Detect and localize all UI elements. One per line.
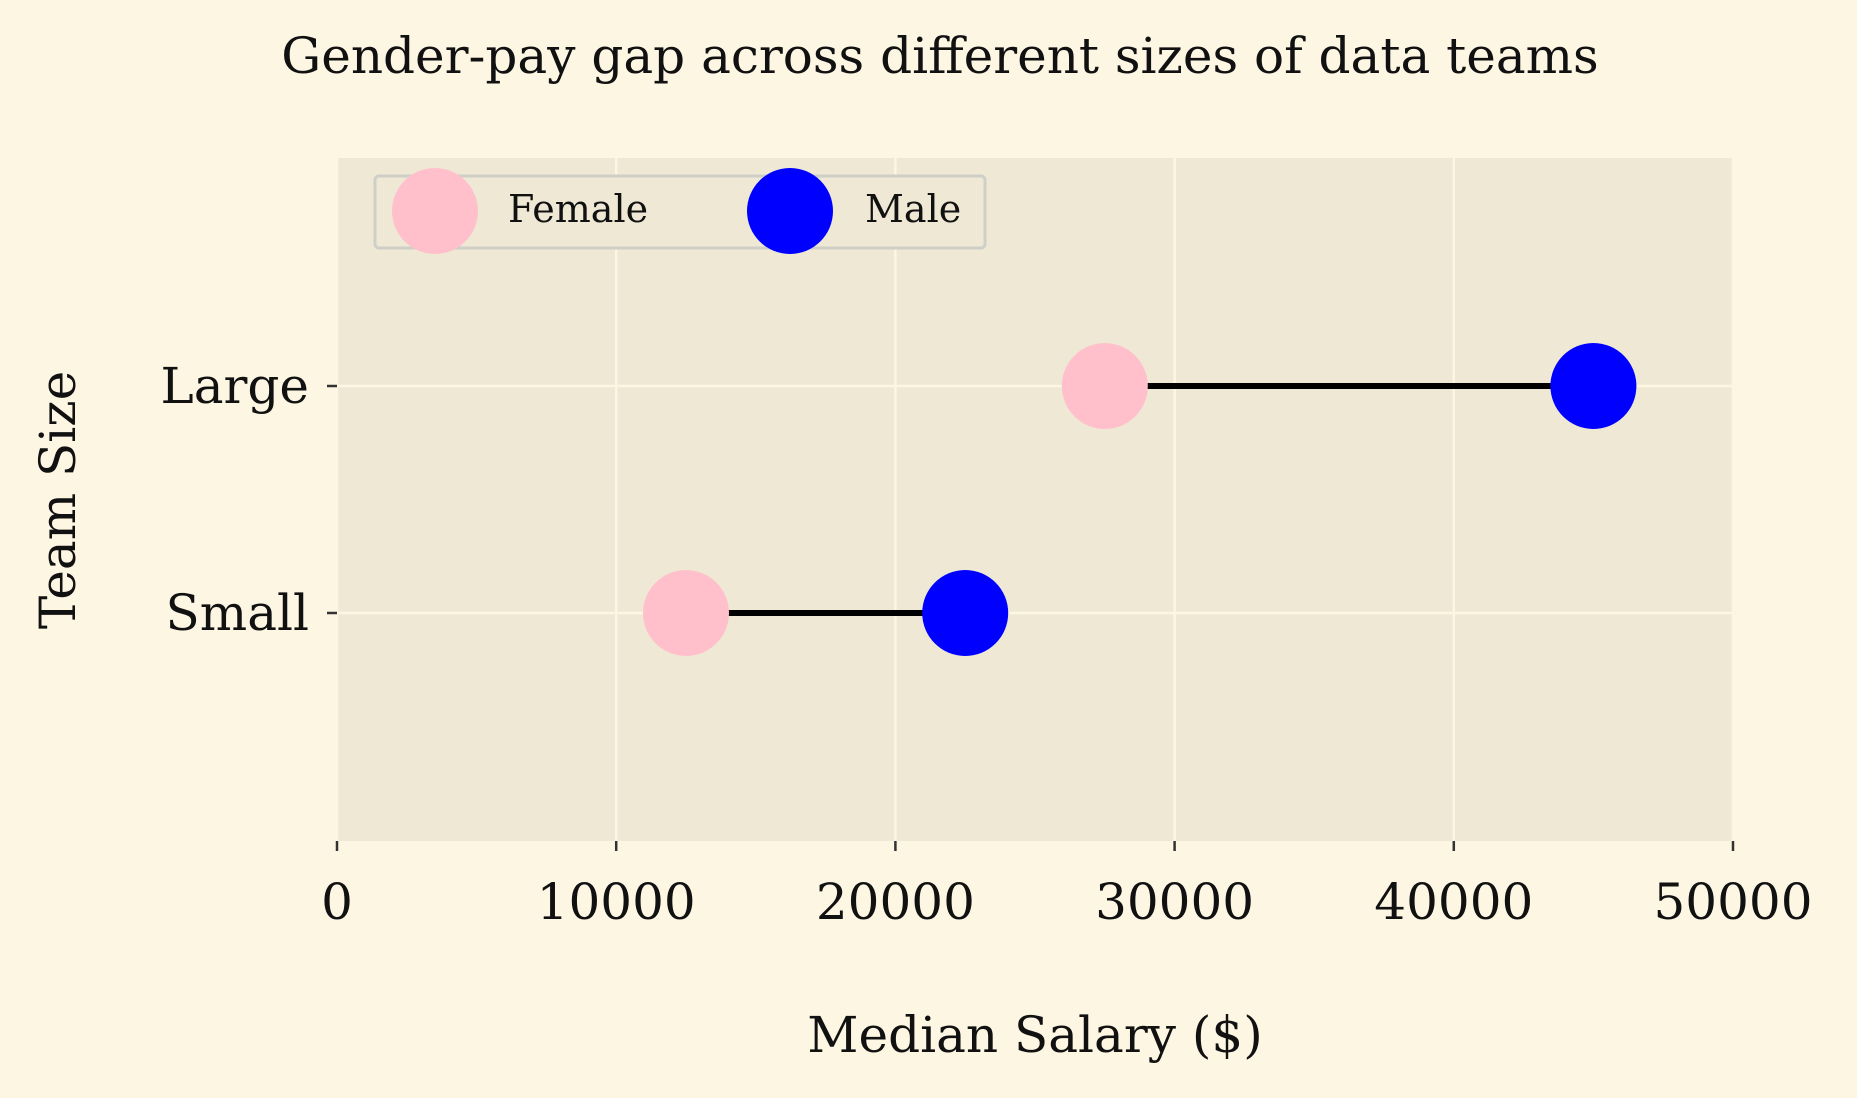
y-axis-label: Team Size (29, 371, 87, 629)
x-tick-label: 20000 (816, 873, 975, 931)
legend-box (373, 174, 987, 250)
x-tick-label: 30000 (1095, 873, 1254, 931)
legend-label-female: Female (508, 187, 648, 231)
legend-marker-male (747, 168, 833, 254)
y-tick-label: Large (160, 357, 309, 415)
axis-ticks: 0 10000 20000 30000 40000 50000 Small Large (160, 357, 1812, 931)
grid (335, 158, 1735, 841)
male-point-small (922, 570, 1009, 656)
legend-marker-female (392, 168, 478, 254)
x-tick-label: 10000 (537, 873, 696, 931)
chart-title: Gender-pay gap across different sizes of… (281, 27, 1598, 85)
female-point-large (1061, 343, 1148, 429)
female-point-small (643, 570, 729, 656)
plot-area (337, 158, 1733, 841)
legend: Female Male (373, 168, 987, 254)
male-point-large (1550, 343, 1637, 429)
x-tick-label: 50000 (1653, 873, 1812, 931)
connectors (686, 383, 1594, 616)
x-tick-label: 40000 (1374, 873, 1533, 931)
data-points (643, 343, 1637, 656)
x-axis-label: Median Salary ($) (807, 1006, 1262, 1064)
legend-label-male: Male (865, 187, 961, 231)
x-tick-label: 0 (321, 873, 353, 931)
y-tick-label: Small (166, 584, 309, 642)
